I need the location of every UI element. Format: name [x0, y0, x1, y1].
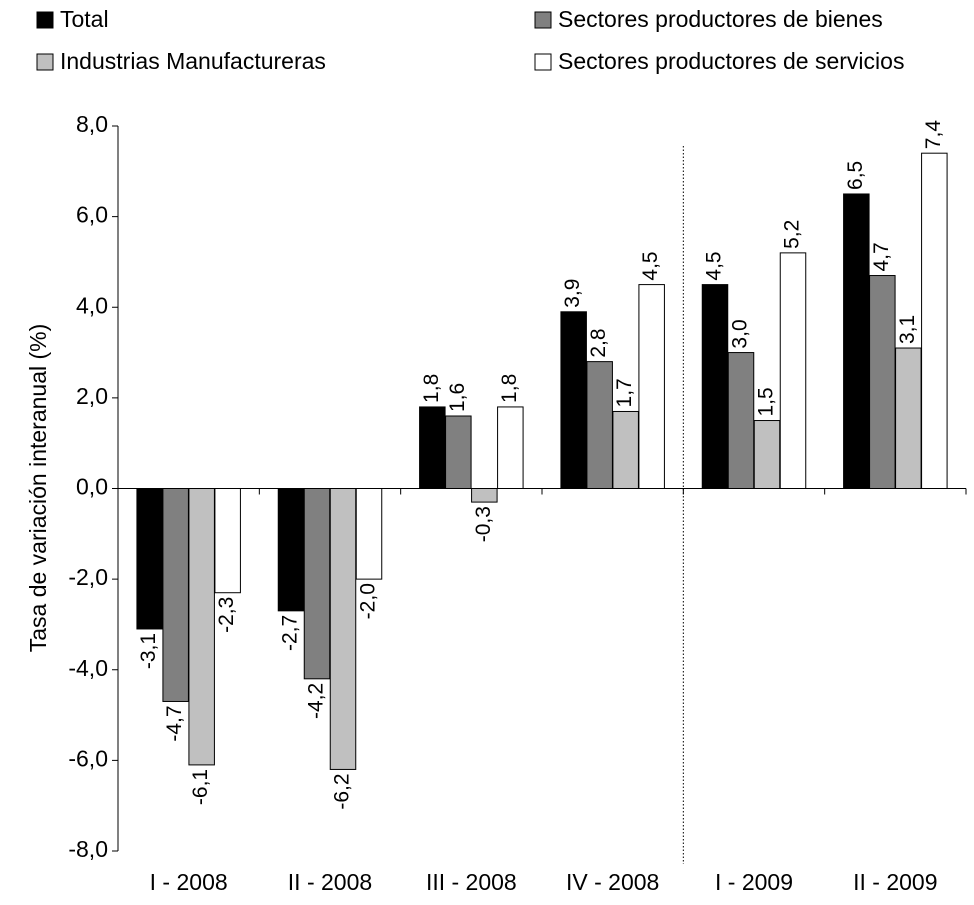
data-label: 3,0 [729, 319, 752, 348]
data-label: 1,8 [420, 374, 443, 403]
x-tick-label: III - 2008 [426, 869, 517, 895]
legend-swatch [36, 11, 54, 29]
data-label: 4,5 [703, 251, 726, 280]
legend-item: Sectores productores de bienes [534, 6, 883, 32]
data-labels: -3,1 -2,7 1,8 3,9 4,5 6,5 -4,7 -4,2 1,6 2,8 3,0 4,7… [137, 120, 945, 810]
x-tick-label: I - 2008 [150, 869, 228, 895]
y-tick-label: 0,0 [76, 474, 108, 500]
legend-label: Industrias Manufactureras [60, 48, 326, 74]
data-label: 1,8 [498, 374, 521, 403]
bar [445, 415, 472, 489]
data-label: 3,1 [896, 315, 919, 344]
bar [869, 275, 896, 489]
y-axis-title: Tasa de variación interanual (%) [25, 324, 51, 653]
y-tick-label: 8,0 [76, 111, 108, 137]
legend: Total Sectores productores de bienes Indus… [36, 6, 904, 74]
legend-item: Total [36, 6, 109, 32]
legend-label: Total [60, 6, 109, 32]
legend-label: Sectores productores de servicios [558, 48, 904, 74]
y-tick-label: -2,0 [68, 564, 108, 590]
bar [277, 488, 305, 612]
bar [497, 406, 524, 489]
legend-swatch [534, 53, 552, 71]
x-tick-label: II - 2009 [853, 869, 937, 895]
data-label: -3,1 [137, 633, 160, 669]
bar [586, 361, 613, 489]
data-label: -6,2 [331, 773, 354, 809]
bar [895, 347, 922, 489]
data-label: -2,7 [279, 615, 302, 651]
y-tick-label: 6,0 [76, 202, 108, 228]
legend-label: Sectores productores de bienes [558, 6, 883, 32]
data-label: 1,5 [755, 387, 778, 416]
bar [303, 488, 331, 680]
bar [329, 488, 357, 770]
bar [188, 488, 215, 766]
x-tick-label: I - 2009 [715, 869, 793, 895]
x-axis: I - 2008 II - 2008 III - 2008 IV - 2008 I - … [117, 146, 967, 895]
bar [471, 488, 498, 503]
y-tick-label: -4,0 [68, 655, 108, 681]
data-label: 2,8 [587, 328, 610, 357]
bar [843, 193, 870, 489]
bar [136, 488, 163, 630]
data-label: -4,7 [163, 705, 186, 741]
data-label: 6,5 [844, 161, 867, 190]
bar [779, 252, 807, 489]
y-tick-label: 4,0 [76, 292, 108, 318]
y-tick-label: 2,0 [76, 383, 108, 409]
y-axis: 8,0 6,0 4,0 2,0 0,0 -2,0 -4,0 -6,0 -8,0 [68, 111, 119, 862]
data-label: 5,2 [781, 220, 804, 249]
bar [753, 420, 781, 489]
data-label: -2,0 [357, 583, 380, 619]
bar [560, 311, 587, 489]
bar [921, 152, 948, 489]
bars [136, 152, 948, 770]
legend-swatch [534, 11, 552, 29]
bar [612, 410, 639, 489]
y-tick-label: -8,0 [68, 836, 108, 862]
data-label: -4,2 [305, 683, 328, 719]
data-label: 3,9 [561, 279, 584, 308]
legend-swatch [36, 53, 54, 71]
bar [355, 488, 383, 580]
data-label: -2,3 [215, 597, 238, 633]
data-label: -6,1 [189, 769, 212, 805]
bar [701, 284, 729, 489]
data-label: 4,5 [639, 251, 662, 280]
bar [727, 352, 755, 489]
bar [162, 488, 189, 702]
data-label: 1,7 [613, 378, 636, 407]
bar [638, 284, 665, 489]
y-tick-label: -6,0 [68, 745, 108, 771]
legend-item: Industrias Manufactureras [36, 48, 326, 74]
bar [214, 488, 241, 594]
data-label: -0,3 [472, 506, 495, 542]
bar [419, 406, 446, 489]
x-tick-label: II - 2008 [288, 869, 372, 895]
x-tick-label: IV - 2008 [566, 869, 659, 895]
data-label: 7,4 [922, 120, 945, 150]
data-label: 4,7 [870, 242, 893, 271]
legend-item: Sectores productores de servicios [534, 48, 904, 74]
data-label: 1,6 [446, 383, 469, 412]
